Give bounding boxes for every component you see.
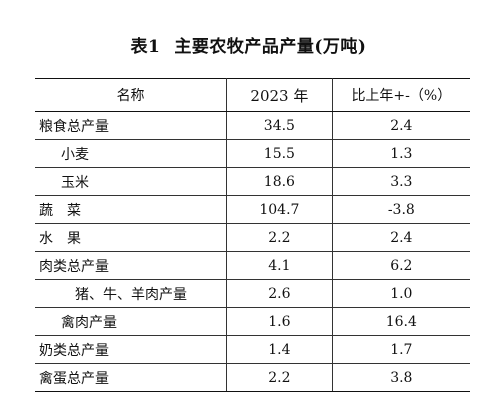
row-change: 6.2: [331, 251, 470, 280]
row-name-cell: 水 果: [35, 223, 228, 252]
row-name: 奶类总产量: [39, 342, 109, 359]
row-name-cell: 奶类总产量: [35, 335, 228, 364]
row-value: 104.7: [226, 195, 333, 224]
row-name: 禽蛋总产量: [39, 370, 109, 387]
row-change: 2.4: [331, 223, 470, 252]
row-value: 1.4: [226, 335, 333, 364]
table-body: 粮食总产量 34.5 2.4 小麦 15.5 1.3 玉米 18.6 3.3 蔬…: [35, 111, 470, 392]
row-change: 3.8: [331, 363, 470, 392]
row-name-cell: 肉类总产量: [35, 251, 228, 280]
row-name: 水 果: [39, 230, 81, 247]
row-value: 18.6: [226, 167, 333, 196]
row-name: 肉类总产量: [39, 258, 109, 275]
row-name: 小麦: [61, 146, 89, 163]
production-table: 名称 2023 年 比上年+-（%） 粮食总产量 34.5 2.4 小麦 15.…: [35, 78, 470, 392]
row-name-cell: 玉米: [35, 167, 228, 196]
header-year: 2023 年: [226, 78, 333, 112]
table-row: 肉类总产量 4.1 6.2: [35, 251, 470, 280]
row-change: 3.3: [331, 167, 470, 196]
table-row: 玉米 18.6 3.3: [35, 167, 470, 196]
row-value: 1.6: [226, 307, 333, 336]
row-change: 1.0: [331, 279, 470, 308]
table-row: 猪、牛、羊肉产量 2.6 1.0: [35, 279, 470, 308]
row-name: 蔬 菜: [39, 202, 81, 219]
table-row: 粮食总产量 34.5 2.4: [35, 111, 470, 140]
row-value: 2.6: [226, 279, 333, 308]
row-value: 2.2: [226, 363, 333, 392]
header-row: 名称 2023 年 比上年+-（%）: [35, 78, 470, 112]
table-row: 小麦 15.5 1.3: [35, 139, 470, 168]
table-row: 蔬 菜 104.7 -3.8: [35, 195, 470, 224]
table-row: 禽肉产量 1.6 16.4: [35, 307, 470, 336]
row-name: 玉米: [61, 174, 89, 191]
row-name-cell: 粮食总产量: [35, 111, 228, 140]
header-change: 比上年+-（%）: [331, 78, 470, 112]
row-change: 2.4: [331, 111, 470, 140]
row-name: 粮食总产量: [39, 118, 109, 135]
table-caption: 主要农牧产品产量(万吨): [174, 37, 367, 57]
row-name-cell: 蔬 菜: [35, 195, 228, 224]
header-name: 名称: [35, 78, 228, 112]
row-change: 1.3: [331, 139, 470, 168]
table-row: 禽蛋总产量 2.2 3.8: [35, 363, 470, 392]
row-name-cell: 小麦: [35, 139, 228, 168]
row-name: 禽肉产量: [61, 314, 117, 331]
row-change: 16.4: [331, 307, 470, 336]
table-title: 表1 主要农牧产品产量(万吨): [0, 32, 497, 57]
row-name: 猪、牛、羊肉产量: [75, 286, 187, 303]
row-value: 15.5: [226, 139, 333, 168]
table-row: 奶类总产量 1.4 1.7: [35, 335, 470, 364]
row-value: 2.2: [226, 223, 333, 252]
row-name-cell: 禽肉产量: [35, 307, 228, 336]
row-name-cell: 禽蛋总产量: [35, 363, 228, 392]
row-change: -3.8: [331, 195, 470, 224]
row-change: 1.7: [331, 335, 470, 364]
row-name-cell: 猪、牛、羊肉产量: [35, 279, 228, 308]
row-value: 34.5: [226, 111, 333, 140]
table-number: 表1: [130, 37, 161, 57]
row-value: 4.1: [226, 251, 333, 280]
table-row: 水 果 2.2 2.4: [35, 223, 470, 252]
